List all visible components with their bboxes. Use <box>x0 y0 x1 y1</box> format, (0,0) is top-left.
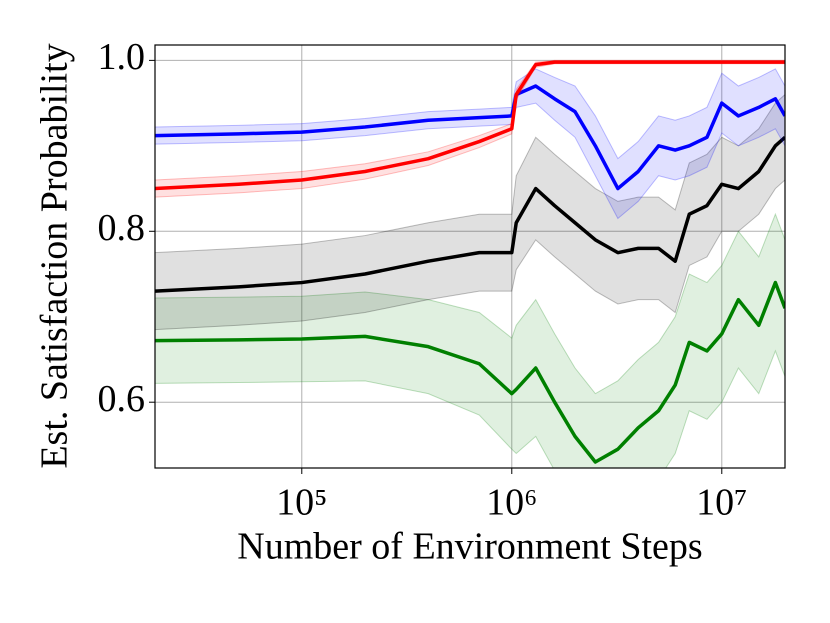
confidence-band <box>155 93 785 331</box>
y-tick-label: 1.0 <box>98 36 146 78</box>
x-tick-label: 10⁵ <box>276 482 327 524</box>
x-tick-label: 10⁷ <box>696 482 747 524</box>
plot-frame <box>154 44 786 469</box>
confidence-band <box>155 212 785 468</box>
y-axis-label: Est. Satisfaction Probability <box>34 43 76 468</box>
x-tick-label: 10⁶ <box>486 482 537 524</box>
series-line <box>155 135 785 293</box>
y-tick-label: 0.6 <box>98 378 146 420</box>
y-tick-label: 0.8 <box>98 207 146 249</box>
series-line <box>155 60 785 191</box>
series-line <box>155 280 785 464</box>
series-line <box>155 84 785 191</box>
x-axis-label: Number of Environment Steps <box>237 526 702 568</box>
